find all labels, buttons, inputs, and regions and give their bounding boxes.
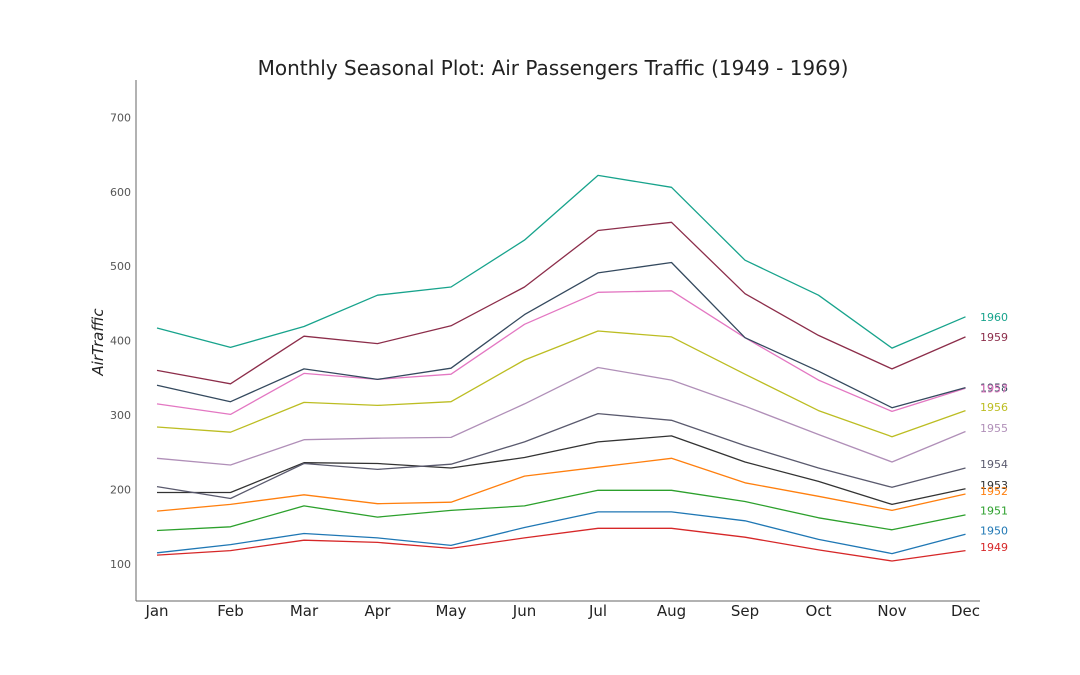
series-label-1958: 1958 [980,382,1008,395]
x-tick-label: Sep [731,602,759,620]
x-tick-label: Feb [217,602,244,620]
y-tick-label: 700 [110,111,131,124]
x-tick-label: Mar [290,602,319,620]
y-tick-label: 400 [110,335,131,348]
series-label-1953: 1953 [980,479,1008,492]
series-line-1956 [156,330,966,438]
x-tick-label: May [435,602,466,620]
x-tick-label: Oct [806,602,832,620]
x-tick-label: Jun [512,602,536,620]
x-ticks: Jan Feb Mar Apr May Jun Jul Aug Sep Oct Nov Dec [144,602,980,620]
series-label-1955: 1955 [980,422,1008,435]
series-label-1956: 1956 [980,401,1008,414]
x-tick-label: Aug [657,602,686,620]
series-line-1955 [156,366,966,466]
x-tick-label: Nov [877,602,906,620]
series-lines [156,174,966,562]
series-label-1954: 1954 [980,458,1008,471]
series-line-1949 [156,527,966,562]
series-line-1957 [156,290,966,416]
series-line-1951 [156,489,966,532]
series-label-1952: 1952 [980,485,1008,498]
series-line-1952 [156,457,966,512]
y-ticks: 100 200 300 400 500 600 700 [110,111,131,571]
chart-title: Monthly Seasonal Plot: Air Passengers Tr… [258,56,849,80]
y-tick-label: 200 [110,484,131,497]
series-line-1953 [157,435,966,506]
y-tick-label: 500 [110,260,131,273]
series-label-1960: 1960 [980,311,1008,324]
series-line-1959 [156,221,966,385]
y-tick-label: 100 [110,558,131,571]
series-label-1959: 1959 [980,331,1008,344]
y-tick-label: 600 [110,186,131,199]
y-tick-label: 300 [110,409,131,422]
y-axis-label: AirTraffic [89,308,107,377]
series-line-1954 [156,412,966,500]
series-line-1958 [156,261,966,409]
series-label-1951: 1951 [980,504,1008,517]
x-tick-label: Dec [951,602,980,620]
x-tick-label: Apr [365,602,392,620]
x-tick-label: Jul [588,602,607,620]
series-line-1960 [156,174,966,349]
series-line-1950 [156,511,966,555]
series-label-1949: 1949 [980,541,1008,554]
x-tick-label: Jan [144,602,168,620]
series-label-1957: 1957 [980,382,1008,395]
series-label-1950: 1950 [980,524,1008,537]
